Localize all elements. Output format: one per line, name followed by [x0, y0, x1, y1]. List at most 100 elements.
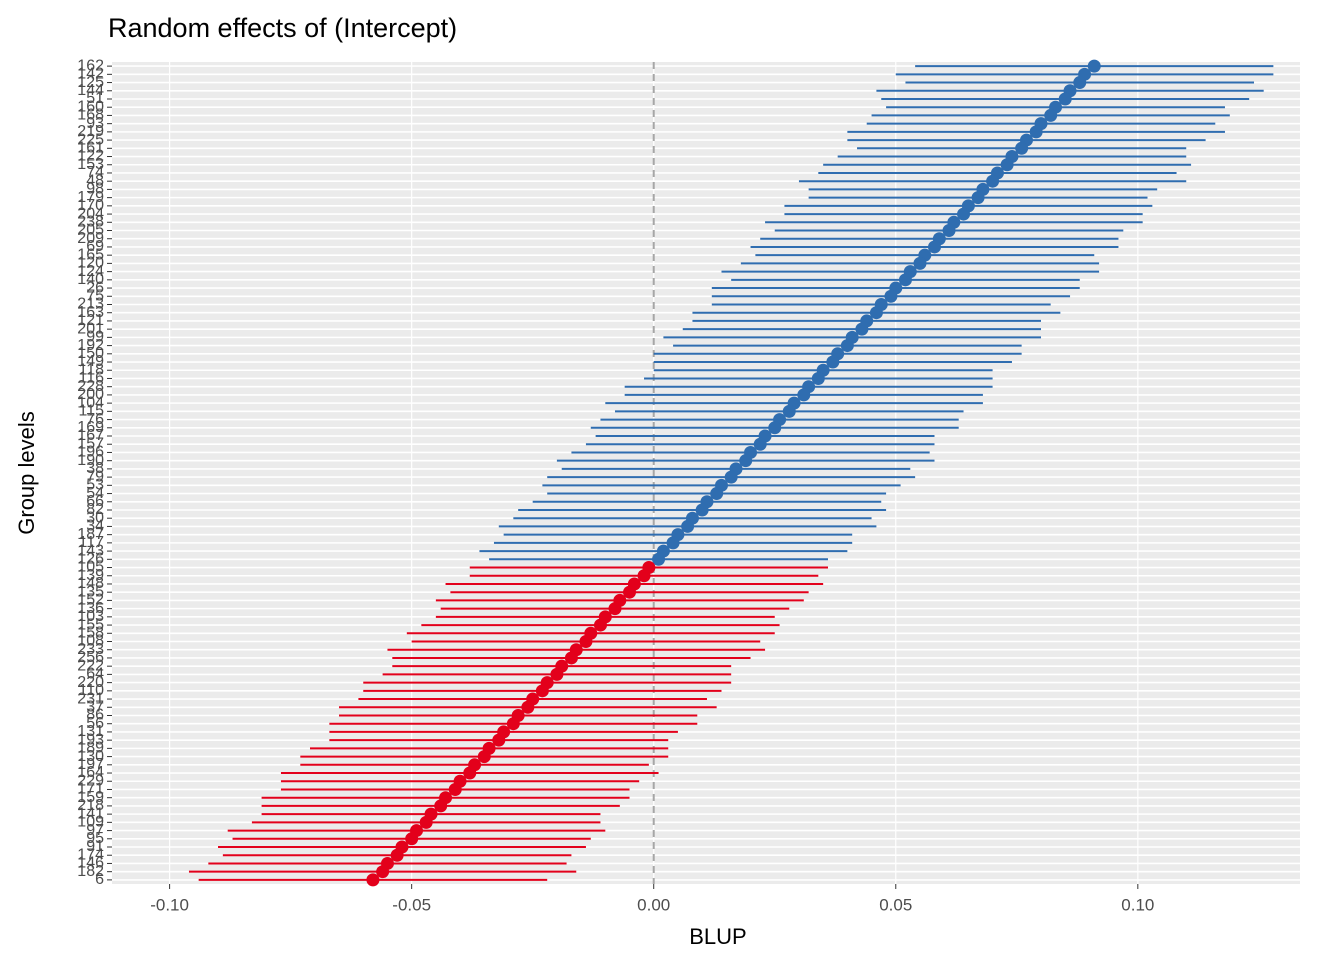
- y-tick-label: 233: [77, 641, 104, 658]
- y-tick-label: 205: [77, 222, 104, 239]
- y-tick-label: 53: [86, 477, 104, 494]
- y-tick-label: 149: [77, 353, 104, 370]
- point: [753, 437, 767, 451]
- y-tick-label: 218: [77, 797, 104, 814]
- y-tick-label: 231: [77, 690, 104, 707]
- y-tick-label: 30: [86, 509, 104, 526]
- y-tick-label: 161: [77, 140, 104, 157]
- chart-title: Random effects of (Intercept): [108, 13, 457, 43]
- y-tick-label: 136: [77, 600, 104, 617]
- y-tick-label: 174: [77, 846, 104, 863]
- point: [376, 865, 390, 879]
- y-tick-label: 110: [78, 682, 104, 699]
- y-tick-label: 124: [77, 263, 104, 280]
- point: [1044, 108, 1058, 122]
- y-tick-label: 118: [78, 361, 104, 378]
- point: [957, 207, 971, 221]
- y-tick-label: 189: [77, 740, 104, 757]
- point: [797, 388, 811, 402]
- y-tick-label: 105: [77, 559, 104, 576]
- y-tick-label: 197: [77, 756, 104, 773]
- x-tick-label: 0.10: [1121, 895, 1154, 914]
- point: [652, 552, 666, 566]
- y-tick-label: 103: [77, 608, 104, 625]
- point: [884, 289, 898, 303]
- y-tick-label: 213: [77, 296, 104, 313]
- point: [1073, 76, 1087, 90]
- point: [1058, 92, 1072, 106]
- y-tick-label: 69: [86, 238, 104, 255]
- point: [898, 273, 912, 287]
- point: [710, 487, 724, 501]
- y-tick-label: 54: [86, 485, 104, 502]
- point: [1087, 59, 1101, 73]
- y-tick-label: 75: [86, 287, 104, 304]
- y-tick-label: 76: [86, 411, 104, 428]
- y-tick-label: 209: [77, 230, 104, 247]
- point: [782, 404, 796, 418]
- point: [637, 569, 651, 583]
- point: [448, 782, 462, 796]
- y-tick-label: 38: [86, 460, 104, 477]
- y-tick-label: 204: [77, 205, 104, 222]
- point: [840, 339, 854, 353]
- x-tick-label: -0.10: [150, 895, 189, 914]
- y-tick-label: 171: [77, 781, 104, 798]
- y-tick-label: 187: [77, 526, 104, 543]
- y-tick-label: 148: [77, 575, 104, 592]
- y-tick-label: 160: [77, 98, 104, 115]
- y-tick-label: 141: [77, 805, 104, 822]
- point: [434, 799, 448, 813]
- point: [739, 454, 753, 468]
- y-tick-label: 104: [77, 394, 104, 411]
- y-tick-label: 98: [86, 181, 104, 198]
- x-tick-label: 0.05: [879, 895, 912, 914]
- y-tick-label: 179: [77, 189, 104, 206]
- y-tick-label: 125: [77, 74, 104, 91]
- point: [405, 832, 419, 846]
- y-axis-label: Group levels: [14, 411, 39, 535]
- y-tick-label: 66: [86, 493, 104, 510]
- y-tick-label: 34: [86, 518, 104, 535]
- y-tick-label: 193: [77, 731, 104, 748]
- point: [826, 355, 840, 369]
- y-tick-label: 190: [77, 452, 104, 469]
- point: [1029, 125, 1043, 139]
- y-tick-label: 150: [77, 345, 104, 362]
- y-tick-label: 139: [77, 567, 104, 584]
- y-tick-label: 26: [86, 279, 104, 296]
- point: [492, 733, 506, 747]
- y-tick-label: 153: [77, 156, 104, 173]
- y-tick-label: 93: [86, 115, 104, 132]
- y-tick-label: 155: [77, 616, 104, 633]
- x-tick-label: -0.05: [392, 895, 431, 914]
- point: [521, 700, 535, 714]
- y-tick-label: 152: [77, 592, 104, 609]
- point: [855, 322, 869, 336]
- point: [1000, 158, 1014, 172]
- y-tick-label: 228: [77, 378, 104, 395]
- y-tick-label: 91: [86, 838, 104, 855]
- y-tick-label: 256: [77, 649, 104, 666]
- y-tick-label: 143: [77, 542, 104, 559]
- y-tick-label: 86: [86, 707, 104, 724]
- y-tick-label: 74: [86, 164, 104, 181]
- point: [390, 848, 404, 862]
- point: [724, 470, 738, 484]
- y-tick-label: 157: [77, 435, 104, 452]
- point: [477, 750, 491, 764]
- point: [681, 519, 695, 533]
- point: [506, 717, 520, 731]
- y-tick-label: 220: [77, 674, 104, 691]
- y-tick-label: 222: [77, 657, 104, 674]
- y-tick-label: 144: [77, 82, 104, 99]
- x-axis-label: BLUP: [689, 924, 746, 949]
- y-tick-label: 108: [77, 633, 104, 650]
- y-tick-label: 99: [86, 329, 104, 346]
- y-tick-label: 201: [77, 320, 104, 337]
- point: [942, 224, 956, 238]
- y-tick-label: 117: [78, 534, 104, 551]
- y-tick-label: 135: [77, 583, 104, 600]
- panel-background: [112, 62, 1300, 884]
